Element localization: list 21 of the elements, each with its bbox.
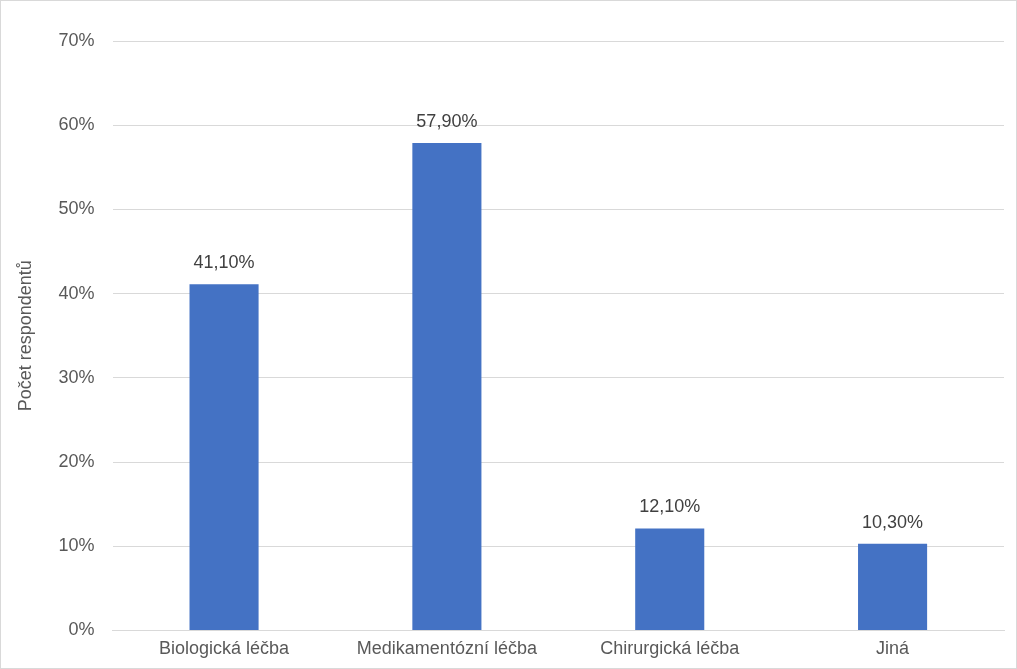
data-label: 10,30% — [862, 511, 924, 532]
x-tick-label: Medikamentózní léčba — [356, 638, 538, 659]
y-tick-label: 0% — [68, 619, 95, 640]
data-label: 41,10% — [193, 252, 255, 273]
data-label: 12,10% — [639, 496, 701, 517]
bar — [858, 543, 928, 630]
y-tick-label: 40% — [58, 282, 95, 303]
data-label: 57,90% — [416, 110, 478, 131]
x-tick-label: Chirurgická léčba — [600, 638, 741, 659]
bar — [412, 142, 482, 630]
y-tick-label: 30% — [58, 366, 95, 387]
y-axis-title: Počet respondentů — [14, 260, 35, 412]
y-tick-label: 20% — [58, 450, 95, 471]
y-tick-label: 50% — [58, 198, 95, 219]
y-tick-label: 70% — [58, 29, 95, 50]
x-tick-label: Biologická léčba — [159, 638, 291, 659]
x-tick-label: Jiná — [876, 638, 911, 659]
y-tick-label: 60% — [58, 114, 95, 135]
bar — [189, 284, 259, 630]
bar — [635, 528, 705, 630]
y-tick-label: 10% — [58, 535, 95, 556]
